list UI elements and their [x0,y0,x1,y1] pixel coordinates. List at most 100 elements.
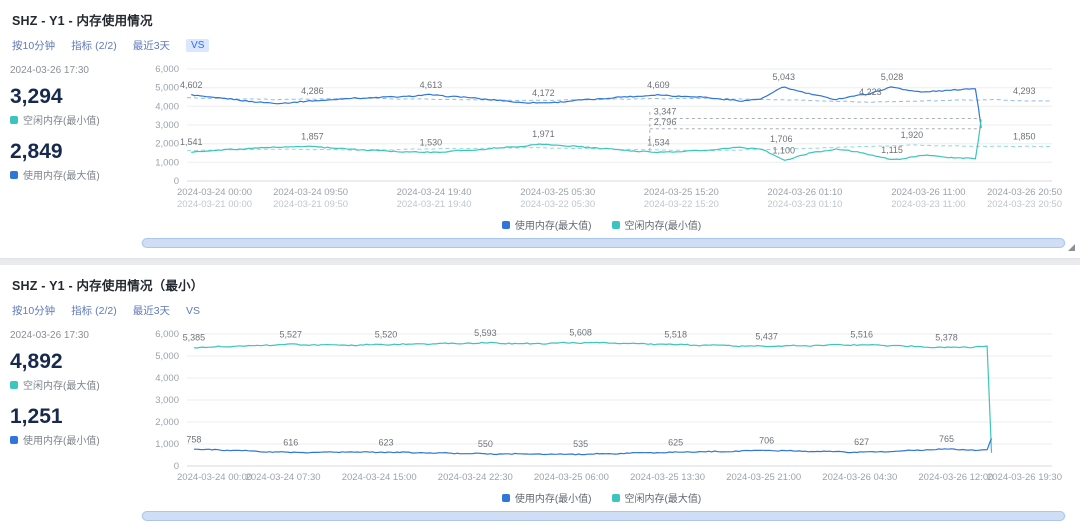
line-chart[interactable]: 0 1,000 2,000 3,000 4,000 5,000 6,000 2024-03-2… [135,322,1068,488]
filter-metrics[interactable]: 指标 (2/2) [71,40,117,52]
svg-text:2024-03-24 15:00: 2024-03-24 15:00 [342,472,417,483]
svg-text:5,000: 5,000 [155,351,179,362]
stat-column: 2024-03-26 17:30 3,294 空闲内存(最小值) 2,849 使用内存(… [10,57,135,248]
svg-text:2024-03-24 19:40: 2024-03-24 19:40 [397,187,472,198]
legend-item[interactable]: 使用内存(最小值) [501,490,592,505]
filter-timerange[interactable]: 最近3天 [132,40,171,52]
svg-text:2024-03-26 11:00: 2024-03-26 11:00 [891,187,965,198]
panel-title: SHZ - Y1 - 内存使用情况（最小） [12,279,204,293]
svg-text:625: 625 [668,437,683,447]
svg-text:2024-03-24 22:30: 2024-03-24 22:30 [438,472,513,483]
svg-text:6,000: 6,000 [155,64,179,75]
svg-text:2024-03-22 05:30: 2024-03-22 05:30 [520,199,595,210]
chart-scrollbar[interactable] [141,238,1066,248]
svg-text:5,028: 5,028 [881,72,904,82]
chart-legend: 使用内存(最小值) 空闲内存(最大值) [135,490,1068,505]
stat-value: 3,294 [10,85,63,108]
svg-text:2024-03-23 20:50: 2024-03-23 20:50 [987,199,1062,210]
svg-text:4,286: 4,286 [301,86,324,96]
panel-body: 2024-03-26 17:30 3,294 空闲内存(最小值) 2,849 使用内存(… [0,53,1080,248]
scrollbar-thumb[interactable] [142,511,1065,521]
svg-text:550: 550 [478,439,493,449]
chart-area[interactable]: 0 1,000 2,000 3,000 4,000 5,000 6,000 2024-03-2… [135,322,1068,488]
svg-text:3,000: 3,000 [155,395,179,406]
resize-handle-icon[interactable] [1068,244,1075,251]
svg-text:2024-03-24 00:00: 2024-03-24 00:00 [177,472,252,483]
svg-text:5,608: 5,608 [569,328,592,338]
svg-text:2024-03-24 07:30: 2024-03-24 07:30 [246,472,321,483]
svg-text:2024-03-25 15:20: 2024-03-25 15:20 [644,187,719,198]
svg-text:1,850: 1,850 [1013,132,1036,142]
chart-scrollbar[interactable] [141,511,1066,521]
panel-body: 2024-03-26 17:30 4,892 空闲内存(最大值) 1,251 使用内存(… [0,318,1080,521]
stat-label: 使用内存(最小值) [10,432,135,447]
svg-text:1,920: 1,920 [901,130,924,140]
stat-value: 2,849 [10,140,63,164]
svg-text:2024-03-21 09:50: 2024-03-21 09:50 [273,199,348,210]
legend-swatch-icon [501,220,510,229]
line-chart[interactable]: 0 1,000 2,000 3,000 4,000 5,000 6,000 2024-03-2… [135,57,1068,215]
series-swatch-icon [10,170,18,179]
svg-text:5,527: 5,527 [280,329,303,339]
svg-text:2024-03-24 09:50: 2024-03-24 09:50 [273,187,348,198]
svg-text:4,602: 4,602 [180,80,203,90]
svg-text:1,115: 1,115 [881,145,903,155]
legend-item[interactable]: 使用内存(最大值) [501,217,592,232]
filter-bar: 按10分钟 指标 (2/2) 最近3天 VS [0,294,1080,318]
stat-value: 1,251 [10,405,63,429]
svg-text:3,000: 3,000 [155,120,179,131]
legend-swatch-icon [611,493,620,502]
svg-text:5,385: 5,385 [183,333,206,343]
legend-swatch-icon [611,220,620,229]
svg-text:5,520: 5,520 [375,330,398,340]
svg-text:5,437: 5,437 [755,331,778,341]
svg-text:2,000: 2,000 [155,417,179,428]
svg-text:623: 623 [378,437,393,447]
series-swatch-icon [10,435,18,444]
stat-column: 2024-03-26 17:30 4,892 空闲内存(最大值) 1,251 使用内存(… [10,322,135,521]
filter-metrics[interactable]: 指标 (2/2) [71,305,117,317]
current-timestamp: 2024-03-26 17:30 [10,65,89,76]
panel-memory-usage: SHZ - Y1 - 内存使用情况 按10分钟 指标 (2/2) 最近3天 VS 20… [0,0,1080,258]
svg-text:5,593: 5,593 [474,328,497,338]
svg-text:2024-03-25 13:30: 2024-03-25 13:30 [630,472,705,483]
chart-area[interactable]: 0 1,000 2,000 3,000 4,000 5,000 6,000 2024-03-2… [135,57,1068,215]
svg-text:4,613: 4,613 [420,80,443,90]
svg-text:2024-03-26 01:10: 2024-03-26 01:10 [767,187,842,198]
svg-text:4,609: 4,609 [647,80,670,90]
series-swatch-icon [10,380,18,389]
legend-item[interactable]: 空闲内存(最小值) [611,217,701,232]
panel-title: SHZ - Y1 - 内存使用情况 [12,14,153,28]
svg-text:2024-03-23 11:00: 2024-03-23 11:00 [891,199,965,210]
svg-text:1,534: 1,534 [647,137,670,147]
svg-text:3,347: 3,347 [654,107,677,117]
svg-text:758: 758 [186,434,201,444]
svg-text:5,518: 5,518 [664,330,687,340]
chart-column: 0 1,000 2,000 3,000 4,000 5,000 6,000 2024-03-2… [135,322,1068,521]
filter-interval[interactable]: 按10分钟 [12,305,56,317]
svg-text:4,000: 4,000 [155,101,179,112]
stat-label: 空闲内存(最小值) [10,112,135,127]
svg-text:616: 616 [283,437,298,447]
current-timestamp: 2024-03-26 17:30 [10,330,89,341]
svg-text:0: 0 [174,461,179,472]
chart-column: 0 1,000 2,000 3,000 4,000 5,000 6,000 2024-03-2… [135,57,1068,248]
filter-timerange[interactable]: 最近3天 [132,305,171,317]
svg-text:2,000: 2,000 [155,139,179,150]
filter-interval[interactable]: 按10分钟 [12,40,56,52]
svg-text:5,378: 5,378 [935,333,958,343]
svg-text:2024-03-24 00:00: 2024-03-24 00:00 [177,187,252,198]
svg-text:765: 765 [939,434,954,444]
stat-label: 使用内存(最大值) [10,167,135,182]
stat-label: 空闲内存(最大值) [10,377,135,392]
chart-legend: 使用内存(最大值) 空闲内存(最小值) [135,217,1068,232]
filter-vs[interactable]: VS [186,304,201,317]
legend-item[interactable]: 空闲内存(最大值) [611,490,701,505]
filter-vs[interactable]: VS [186,39,210,52]
svg-text:2024-03-21 19:40: 2024-03-21 19:40 [397,199,472,210]
scrollbar-thumb[interactable] [142,238,1065,248]
svg-text:1,530: 1,530 [420,137,443,147]
svg-text:5,043: 5,043 [773,72,796,82]
svg-text:4,000: 4,000 [155,373,179,384]
